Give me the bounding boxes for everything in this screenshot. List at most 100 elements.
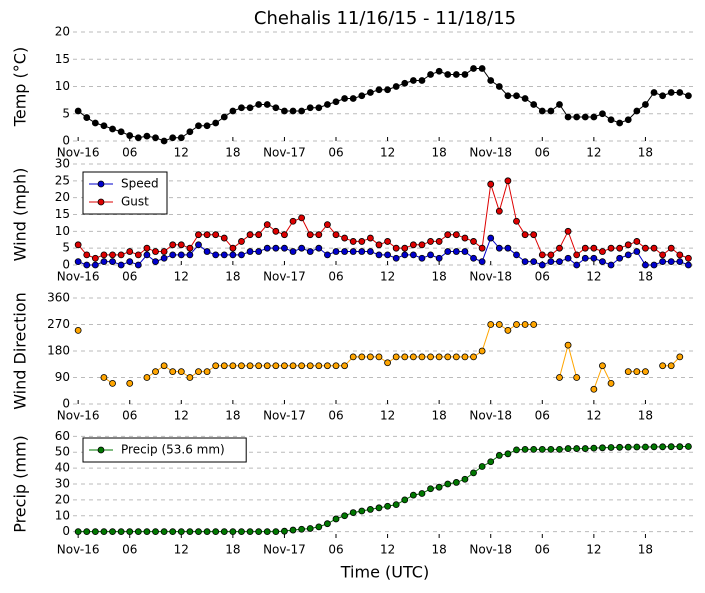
data-point [375,251,383,259]
x-tick-label: 18 [638,409,653,423]
y-tick-label: 15 [55,207,70,221]
data-point [633,443,641,451]
data-point [384,502,391,510]
data-point [642,101,649,108]
data-point [324,101,331,108]
data-point [255,101,263,108]
data-point [581,254,589,262]
data-point [556,374,563,381]
x-tick-label: 12 [174,543,189,557]
x-tick-label: 12 [586,146,601,160]
data-point [444,353,452,361]
data-point [667,443,675,451]
data-point [530,101,538,108]
data-point [203,231,211,239]
data-point [384,86,391,94]
data-point [220,234,228,242]
data-point [487,180,495,188]
legend-marker [97,446,105,454]
data-point [556,258,563,266]
data-point [573,251,581,259]
data-point [358,248,366,255]
data-point [91,119,99,127]
data-point [186,244,194,252]
data-point [392,83,400,90]
data-point [349,353,357,361]
data-point [659,362,667,370]
data-point [384,251,391,259]
data-point [169,241,177,249]
data-point [590,113,598,121]
data-point [624,368,632,376]
data-point [349,248,357,255]
data-point [117,251,125,259]
data-point [530,445,538,453]
data-point [109,125,116,133]
data-point [495,244,503,252]
data-point [616,254,624,262]
data-point [590,244,598,252]
data-point [263,362,271,370]
data-point [289,526,297,534]
y-tick-label: 15 [55,52,70,66]
data-point [676,353,684,361]
data-point [212,231,220,239]
data-point [401,353,409,361]
data-point [642,443,649,451]
x-tick-label: Nov-18 [469,270,512,284]
data-point [238,528,245,536]
data-point [607,444,615,451]
data-point [358,92,366,100]
data-point [504,450,512,458]
x-tick-label: 18 [225,409,240,423]
data-point [650,244,658,252]
data-point [203,368,211,376]
data-point [74,528,82,536]
x-tick-label: 06 [535,270,550,284]
y-tick-label: 10 [55,508,70,522]
data-point [169,134,177,142]
data-point [195,241,202,249]
data-point [521,321,529,328]
data-point [143,251,151,259]
data-point [444,71,452,78]
data-point [384,359,391,367]
y-tick-label: 5 [62,241,70,255]
data-point [452,71,460,78]
data-point [418,254,426,262]
data-point [74,107,82,115]
data-point [100,374,108,381]
data-point [306,231,314,239]
data-point [599,444,606,452]
data-point [667,258,675,266]
data-point [427,251,434,259]
data-point [134,134,142,142]
data-point [74,241,82,249]
data-point [143,132,151,140]
data-point [229,362,237,370]
data-point [220,113,228,121]
y-axis-label: Wind (mph) [11,168,30,262]
data-point [160,254,168,262]
legend-label: Speed [121,177,159,191]
data-point [117,128,125,136]
data-point [667,244,675,252]
data-point [281,527,288,535]
legend-label: Gust [121,195,149,209]
data-point [556,101,563,108]
data-point [358,353,366,361]
data-point [341,248,349,255]
y-tick-label: 90 [55,370,70,384]
data-point [461,234,469,242]
data-point [504,326,512,334]
data-point [375,504,383,512]
data-point [530,321,538,328]
data-point [401,244,409,252]
data-point [607,116,615,124]
data-point [409,491,417,499]
x-tick-label: 06 [328,270,343,284]
x-tick-label: 12 [380,543,395,557]
data-point [358,238,366,245]
data-point [298,525,306,533]
x-tick-label: 18 [638,270,653,284]
